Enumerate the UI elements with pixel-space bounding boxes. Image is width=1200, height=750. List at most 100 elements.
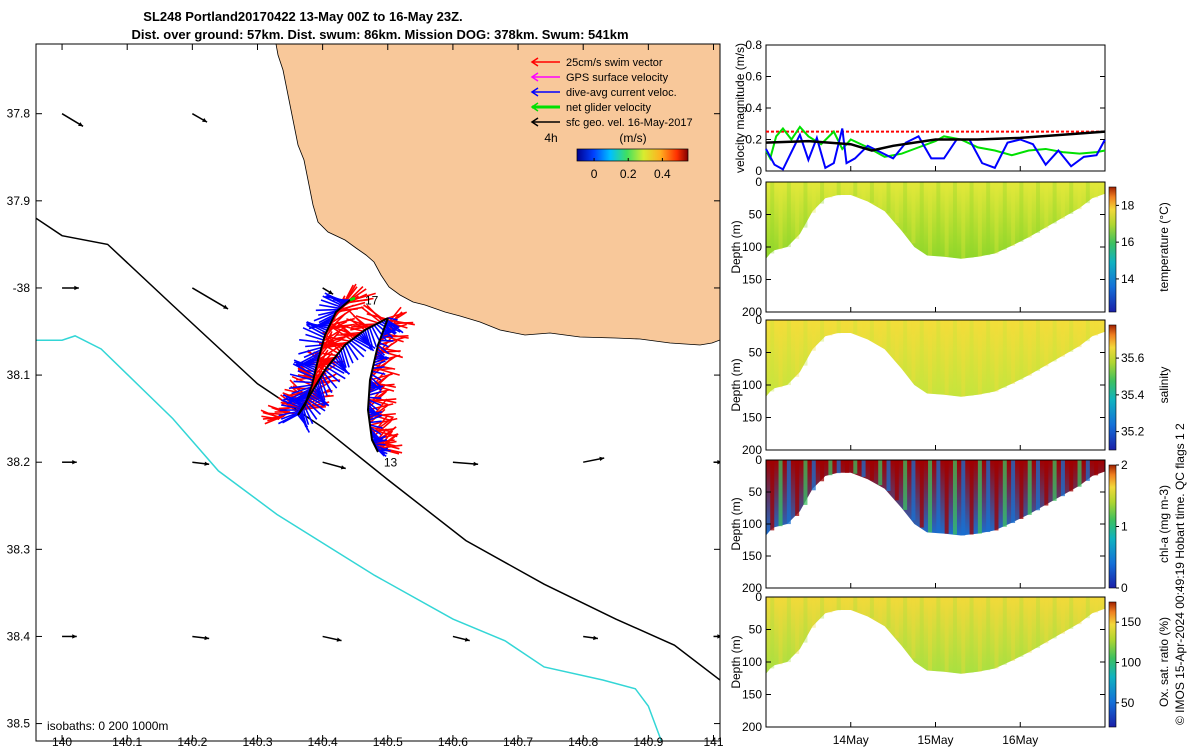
current-vector bbox=[298, 363, 316, 374]
current-vector bbox=[316, 382, 324, 400]
section-cast bbox=[861, 182, 866, 200]
section-cast bbox=[869, 460, 874, 481]
glider-track-b bbox=[297, 317, 389, 416]
section-cast bbox=[961, 182, 966, 259]
current-vector bbox=[282, 413, 300, 424]
geo-vector-head bbox=[336, 637, 342, 642]
velocity-ytick-label: 0.8 bbox=[745, 38, 762, 52]
figure-title: SL248 Portland20170422 13-May 00Z to 16-… bbox=[143, 9, 462, 24]
glider-track-c bbox=[366, 317, 389, 453]
section-colorbar-label: salinity bbox=[1157, 367, 1171, 404]
section-cast bbox=[836, 182, 841, 196]
map-xtick-label: 140.1 bbox=[112, 735, 142, 749]
geo-vector-head bbox=[72, 460, 77, 465]
legend-4h-label: 4h bbox=[544, 131, 557, 145]
current-vector bbox=[291, 386, 312, 395]
credit-text: © IMOS 15-Apr-2024 00:49:19 Hobart time.… bbox=[1173, 423, 1187, 725]
current-vector bbox=[302, 327, 325, 339]
swim-vector bbox=[368, 373, 391, 394]
section-cast bbox=[836, 320, 841, 334]
section-cast bbox=[820, 597, 825, 619]
current-vector bbox=[322, 371, 338, 389]
section-cast bbox=[1044, 182, 1049, 229]
current-vector bbox=[348, 341, 365, 358]
section-cast bbox=[994, 597, 999, 669]
geo-vector-head bbox=[328, 290, 334, 295]
section-ytick-label: 200 bbox=[742, 581, 762, 595]
section-cast bbox=[952, 182, 957, 258]
section-ytick-label: 50 bbox=[749, 623, 763, 637]
current-vector bbox=[368, 396, 382, 399]
current-vector bbox=[354, 336, 370, 347]
net-velocity-arrow bbox=[349, 296, 356, 302]
section-cast bbox=[894, 320, 899, 361]
section-cast bbox=[1069, 460, 1074, 492]
section-cast bbox=[1060, 460, 1065, 497]
section-cast bbox=[936, 597, 941, 672]
swim-vector bbox=[322, 341, 349, 347]
section-cast bbox=[886, 182, 891, 214]
time-tick-label: 15May bbox=[917, 733, 953, 747]
section-cast bbox=[928, 460, 933, 533]
current-vector bbox=[368, 327, 378, 348]
current-vector bbox=[281, 404, 303, 410]
section-cast bbox=[869, 597, 874, 618]
geo-vector-head bbox=[78, 122, 84, 127]
section-cast bbox=[894, 460, 899, 501]
swim-vector bbox=[296, 375, 322, 381]
current-vector bbox=[376, 347, 386, 356]
section-cast bbox=[944, 182, 949, 257]
section-cast bbox=[1011, 182, 1016, 247]
current-vector bbox=[370, 429, 380, 440]
section-cast bbox=[1019, 460, 1024, 519]
section-ytick-label: 150 bbox=[742, 549, 762, 563]
current-vector bbox=[308, 396, 325, 407]
section-cast bbox=[811, 597, 816, 628]
section-cast bbox=[1044, 460, 1049, 506]
legend-arrowhead bbox=[530, 72, 539, 82]
section-cast bbox=[919, 597, 924, 666]
section-cast bbox=[1060, 320, 1065, 357]
section-temperature: 0 50 100 150 200 Depth (m) 14 16 18 temperature (… bbox=[729, 175, 1171, 319]
section-cast bbox=[969, 460, 974, 535]
section-cast bbox=[1027, 320, 1032, 376]
section-cast bbox=[919, 182, 924, 251]
swim-vector bbox=[267, 404, 290, 414]
velocity-ylabel: velocity magnitude (m/s) bbox=[733, 43, 747, 173]
section-ytick-label: 200 bbox=[742, 720, 762, 734]
section-colorbar-tick-label: 18 bbox=[1121, 198, 1135, 212]
section-cast bbox=[878, 460, 883, 486]
map-xtick-label: 140.6 bbox=[438, 735, 468, 749]
section-colorbar bbox=[1108, 601, 1117, 728]
current-vector bbox=[326, 366, 346, 380]
section-cast bbox=[1094, 597, 1099, 613]
section-cast bbox=[928, 320, 933, 394]
section-cast bbox=[986, 460, 991, 533]
map-xtick-label: 140.5 bbox=[373, 735, 403, 749]
section-cast bbox=[811, 320, 816, 351]
section-cast bbox=[786, 320, 791, 386]
section-cast bbox=[977, 182, 982, 257]
legend-label: dive-avg current veloc. bbox=[566, 87, 677, 99]
figure-subtitle: Dist. over ground: 57km. Dist. swum: 86k… bbox=[131, 27, 628, 42]
section-ytick-label: 0 bbox=[755, 175, 762, 189]
current-vector bbox=[368, 412, 380, 419]
section-cast bbox=[894, 182, 899, 223]
map-xtick-label: 140.2 bbox=[177, 735, 207, 749]
swim-vector bbox=[369, 408, 386, 424]
current-vector bbox=[321, 374, 333, 394]
section-cast bbox=[1044, 597, 1049, 644]
section-colorbar-tick-label: 35.4 bbox=[1121, 388, 1145, 402]
velocity-ytick-label: 0.2 bbox=[745, 133, 762, 147]
section-colorbar bbox=[1108, 464, 1117, 589]
map-ytick-label: 38.2 bbox=[7, 455, 31, 469]
current-vector bbox=[289, 373, 314, 381]
current-vector bbox=[380, 334, 392, 340]
current-vector bbox=[368, 399, 382, 406]
section-ytick-label: 100 bbox=[742, 517, 762, 531]
velocity-ytick-label: 0 bbox=[755, 164, 762, 178]
section-cast bbox=[919, 320, 924, 389]
section-cast bbox=[977, 460, 982, 534]
current-vector bbox=[315, 384, 326, 406]
